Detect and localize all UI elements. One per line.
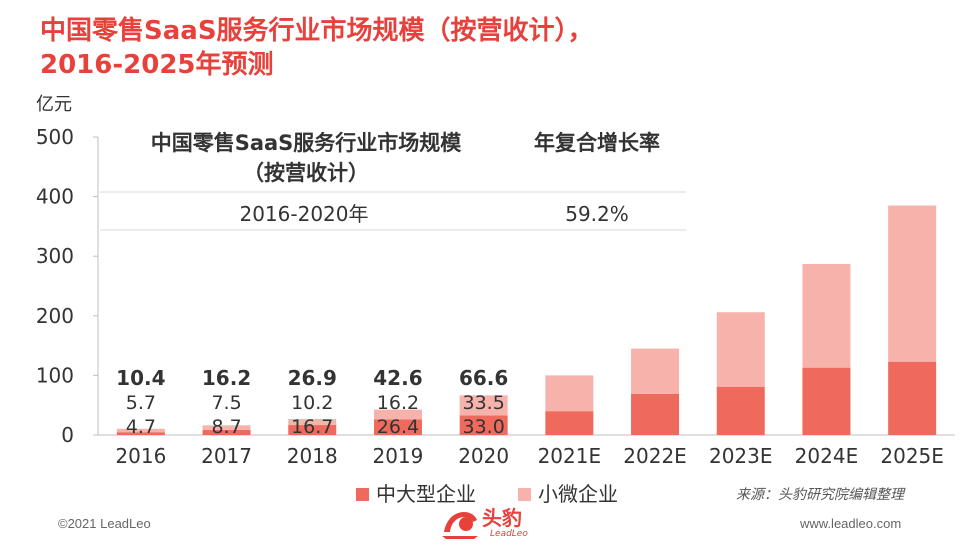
source-note: 来源：头豹研究院编辑整理: [736, 487, 904, 503]
data-label: 33.5: [462, 392, 504, 414]
table-period: 2016-2020年: [239, 202, 368, 226]
data-label: 8.7: [211, 416, 241, 438]
bar-segment: [288, 425, 337, 435]
bar-segment: [888, 361, 937, 435]
bar-segment: [288, 418, 337, 426]
table-rate: 59.2%: [565, 202, 629, 226]
table-header-col1-sub: （按营收计）: [243, 161, 369, 185]
data-label: 26.4: [377, 416, 419, 438]
title-line-2: 2016-2025年预测: [40, 50, 274, 80]
bar-segment: [202, 425, 251, 430]
bar-segment: [631, 393, 680, 435]
bar-segment: [373, 409, 422, 420]
x-tick-label: 2019: [372, 444, 423, 468]
legend-swatch: [518, 488, 531, 501]
data-label: 4.7: [126, 416, 156, 438]
y-tick-label: 300: [36, 244, 74, 268]
chart-labels: 20164.75.710.420178.77.516.2201816.710.2…: [115, 366, 944, 468]
y-axis-unit-label: 亿元: [36, 94, 72, 115]
data-label: 16.2: [377, 392, 419, 414]
legend-swatch: [356, 488, 369, 501]
x-tick-label: 2025E: [880, 444, 944, 468]
table-header-col2: 年复合增长率: [534, 131, 660, 155]
copyright: ©2021 LeadLeo: [58, 516, 151, 531]
title-line-1: 中国零售SaaS服务行业市场规模（按营收计），: [40, 16, 594, 46]
leadleo-logo: 头豹 LeadLeo: [440, 506, 528, 540]
bar-segment: [716, 312, 765, 387]
x-tick-label: 2021E: [538, 444, 602, 468]
total-label: 66.6: [459, 366, 508, 390]
bar-segment: [116, 432, 165, 435]
website-link[interactable]: www.leadleo.com: [800, 516, 902, 531]
x-tick-label: 2016: [115, 444, 166, 468]
data-label: 7.5: [211, 392, 241, 414]
bar-segment: [116, 428, 165, 433]
y-tick-label: 200: [36, 304, 74, 328]
total-label: 26.9: [288, 366, 337, 390]
total-label: 42.6: [373, 366, 422, 390]
bar-segment: [888, 205, 937, 362]
bar-segment: [545, 375, 594, 412]
logo-text-cn: 头豹: [482, 506, 522, 530]
bar-segment: [459, 395, 508, 416]
data-label: 16.7: [291, 416, 333, 438]
page-title: 中国零售SaaS服务行业市场规模（按营收计）， 2016-2025年预测: [40, 14, 940, 82]
legend-label: 小微企业: [538, 482, 618, 506]
legend-label: 中大型企业: [376, 482, 476, 506]
x-tick-label: 2020: [458, 444, 509, 468]
x-tick-label: 2022E: [623, 444, 687, 468]
y-tick-label: 500: [36, 125, 74, 149]
y-tick-label: 100: [36, 363, 74, 387]
chart-axes: 亿元 0 100 200 300 400 500: [36, 94, 955, 447]
y-tick-label: 0: [61, 423, 74, 447]
cagr-table: 中国零售SaaS服务行业市场规模 （按营收计） 年复合增长率 2016-2020年 59…: [100, 131, 686, 231]
bar-segment: [631, 348, 680, 394]
bar-segment: [802, 367, 851, 435]
bar-segment: [459, 415, 508, 435]
bar-segment: [373, 419, 422, 435]
chart-bars: [116, 205, 937, 435]
leopard-icon: [440, 506, 480, 540]
bar-segment: [716, 386, 765, 435]
bar-segment: [802, 263, 851, 368]
x-tick-label: 2023E: [709, 444, 773, 468]
y-tick-label: 400: [36, 185, 74, 209]
data-label: 10.2: [291, 392, 333, 414]
x-tick-label: 2024E: [795, 444, 859, 468]
bar-segment: [545, 411, 594, 435]
total-label: 10.4: [116, 366, 165, 390]
x-tick-label: 2018: [287, 444, 338, 468]
data-label: 33.0: [462, 416, 504, 438]
chart-legend: 中大型企业 小微企业: [356, 482, 618, 506]
table-header-col1: 中国零售SaaS服务行业市场规模: [151, 131, 463, 155]
x-tick-label: 2017: [201, 444, 252, 468]
logo-text-en: LeadLeo: [490, 529, 528, 539]
data-label: 5.7: [126, 392, 156, 414]
total-label: 16.2: [202, 366, 251, 390]
bar-segment: [202, 429, 251, 435]
